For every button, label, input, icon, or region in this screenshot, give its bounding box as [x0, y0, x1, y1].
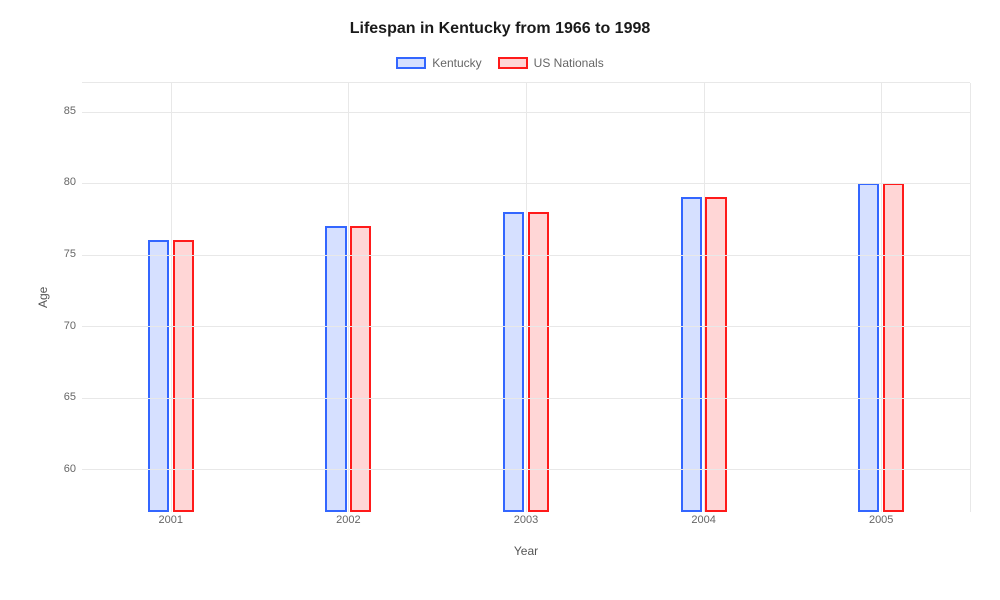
legend-swatch-0: [396, 57, 426, 69]
bar-1-4[interactable]: [883, 183, 904, 512]
gridline-v: [348, 83, 349, 512]
plot-area: 20012002200320042005: [82, 82, 970, 512]
gridline-v: [970, 83, 971, 512]
legend-label-0: Kentucky: [432, 56, 481, 70]
gridline-v: [171, 83, 172, 512]
gridline-v: [526, 83, 527, 512]
bar-0-0[interactable]: [148, 240, 169, 512]
y-tick: 85: [64, 105, 76, 117]
bar-0-4[interactable]: [858, 183, 879, 512]
y-tick: 60: [64, 463, 76, 475]
x-ticks: 2001 2002 2003 2004 2005: [82, 514, 970, 534]
bar-1-3[interactable]: [705, 197, 726, 512]
x-tick: 2002: [336, 514, 360, 526]
x-tick: 2001: [159, 514, 183, 526]
y-tick: 70: [64, 320, 76, 332]
x-tick: 2005: [869, 514, 893, 526]
x-axis-label: Year: [82, 544, 970, 558]
x-tick: 2003: [514, 514, 538, 526]
y-ticks: 60 65 70 75 80 85: [48, 82, 82, 512]
y-axis-label: Age: [30, 82, 48, 512]
bar-1-2[interactable]: [528, 212, 549, 512]
gridline-v: [881, 83, 882, 512]
plot-wrap: Age 60 65 70 75 80 85 20012002200320042005: [30, 82, 970, 512]
legend-label-1: US Nationals: [534, 56, 604, 70]
bar-0-3[interactable]: [681, 197, 702, 512]
y-tick: 80: [64, 176, 76, 188]
bar-0-2[interactable]: [503, 212, 524, 512]
x-tick: 2004: [691, 514, 715, 526]
bar-1-0[interactable]: [173, 240, 194, 512]
chart-title: Lifespan in Kentucky from 1966 to 1998: [30, 20, 970, 38]
legend-item-0[interactable]: Kentucky: [396, 56, 481, 70]
legend-swatch-1: [498, 57, 528, 69]
gridline-v: [704, 83, 705, 512]
legend: Kentucky US Nationals: [30, 56, 970, 70]
legend-item-1[interactable]: US Nationals: [498, 56, 604, 70]
y-tick: 75: [64, 248, 76, 260]
y-tick: 65: [64, 391, 76, 403]
chart-container: Lifespan in Kentucky from 1966 to 1998 K…: [0, 0, 1000, 600]
